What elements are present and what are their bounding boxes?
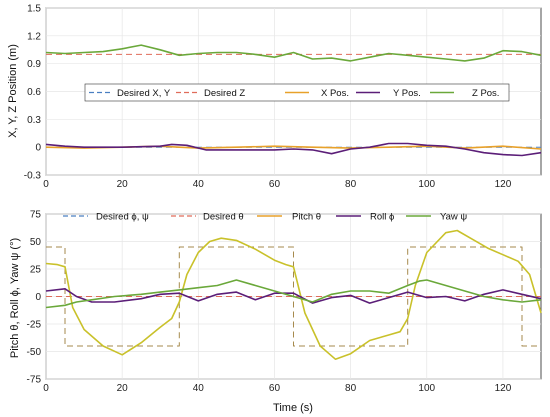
bottom-x-tick-label: 60	[269, 383, 281, 394]
top-x-tick-label: 60	[269, 179, 281, 190]
bottom-y-tick-label: 75	[30, 210, 42, 221]
legend-label-z-pos: Z Pos.	[472, 88, 499, 99]
top-y-axis-label: X, Y, Z Position (m)	[7, 44, 19, 138]
top-y-tick-label: 0.3	[27, 115, 41, 126]
bottom-y-tick-label: 50	[30, 237, 42, 248]
bottom-x-tick-label: 100	[418, 383, 435, 394]
bottom-y-tick-label: -75	[27, 375, 42, 386]
top-y-ticks: -0.3 0 0.3 0.6 0.9 1.2 1.5	[24, 4, 42, 182]
bottom-x-ticks: 0 20 40 60 80 100 120	[43, 383, 511, 394]
top-series	[45, 44, 542, 157]
legend-label-desired-theta: Desired θ	[203, 212, 244, 223]
bottom-series-yaw	[45, 279, 542, 309]
bottom-y-tick-label: -50	[27, 347, 42, 358]
legend-label-pitch: Pitch θ	[292, 212, 321, 223]
bottom-x-tick-label: 80	[345, 383, 357, 394]
top-x-tick-label: 0	[43, 179, 49, 190]
top-series-z-pos	[45, 44, 542, 62]
bottom-series-roll	[45, 288, 542, 304]
top-x-tick-label: 40	[193, 179, 205, 190]
bottom-legend: Desired ϕ, ψ Desired θ Pitch θ Roll ϕ Ya…	[63, 212, 467, 223]
bottom-x-tick-label: 40	[193, 383, 205, 394]
bottom-x-axis-label: Time (s)	[273, 402, 313, 414]
bottom-x-tick-label: 20	[117, 383, 129, 394]
top-x-tick-label: 120	[495, 179, 512, 190]
top-series-y-pos	[45, 142, 542, 157]
top-y-tick-label: 1.2	[27, 31, 41, 42]
top-legend: Desired X, Y Desired Z X Pos. Y Pos. Z P…	[84, 83, 510, 102]
top-x-tick-label: 80	[345, 179, 357, 190]
top-y-tick-label: 0	[35, 143, 41, 154]
top-y-tick-label: 0.6	[27, 87, 41, 98]
bottom-chart: 0 20 40 60 80 100 120 -75 -50 -25 0 25 50 75 Pitch θ…	[9, 210, 542, 414]
legend-label-y-pos: Y Pos.	[393, 88, 421, 99]
bottom-series	[45, 229, 542, 360]
legend-label-desired-z: Desired Z	[204, 88, 245, 99]
legend-label-x-pos: X Pos.	[321, 88, 349, 99]
top-x-ticks: 0 20 40 60 80 100 120	[43, 179, 511, 190]
legend-label-roll: Roll ϕ	[370, 212, 394, 223]
bottom-x-tick-label: 0	[43, 383, 49, 394]
legend-label-desired-xy: Desired X, Y	[117, 88, 171, 99]
bottom-y-tick-label: -25	[27, 320, 42, 331]
top-y-tick-label: -0.3	[24, 171, 42, 182]
bottom-y-axis-label: Pitch θ, Roll ϕ, Yaw ψ (°)	[9, 238, 21, 358]
top-x-tick-label: 100	[418, 179, 435, 190]
top-y-tick-label: 1.5	[27, 4, 41, 15]
top-x-tick-label: 20	[117, 179, 129, 190]
bottom-y-ticks: -75 -50 -25 0 25 50 75	[27, 210, 42, 386]
top-chart: 0 20 40 60 80 100 120 -0.300.30.60.91.21.5 X, …	[7, 4, 542, 190]
legend-label-yaw: Yaw ψ	[440, 212, 467, 223]
bottom-x-tick-label: 120	[495, 383, 512, 394]
bottom-y-tick-label: 0	[35, 292, 41, 303]
bottom-y-tick-label: 25	[30, 265, 42, 276]
legend-label-desired-phi-psi: Desired ϕ, ψ	[96, 212, 149, 223]
top-y-tick-label: 0.9	[27, 59, 41, 70]
bottom-series-pitch	[45, 229, 542, 360]
